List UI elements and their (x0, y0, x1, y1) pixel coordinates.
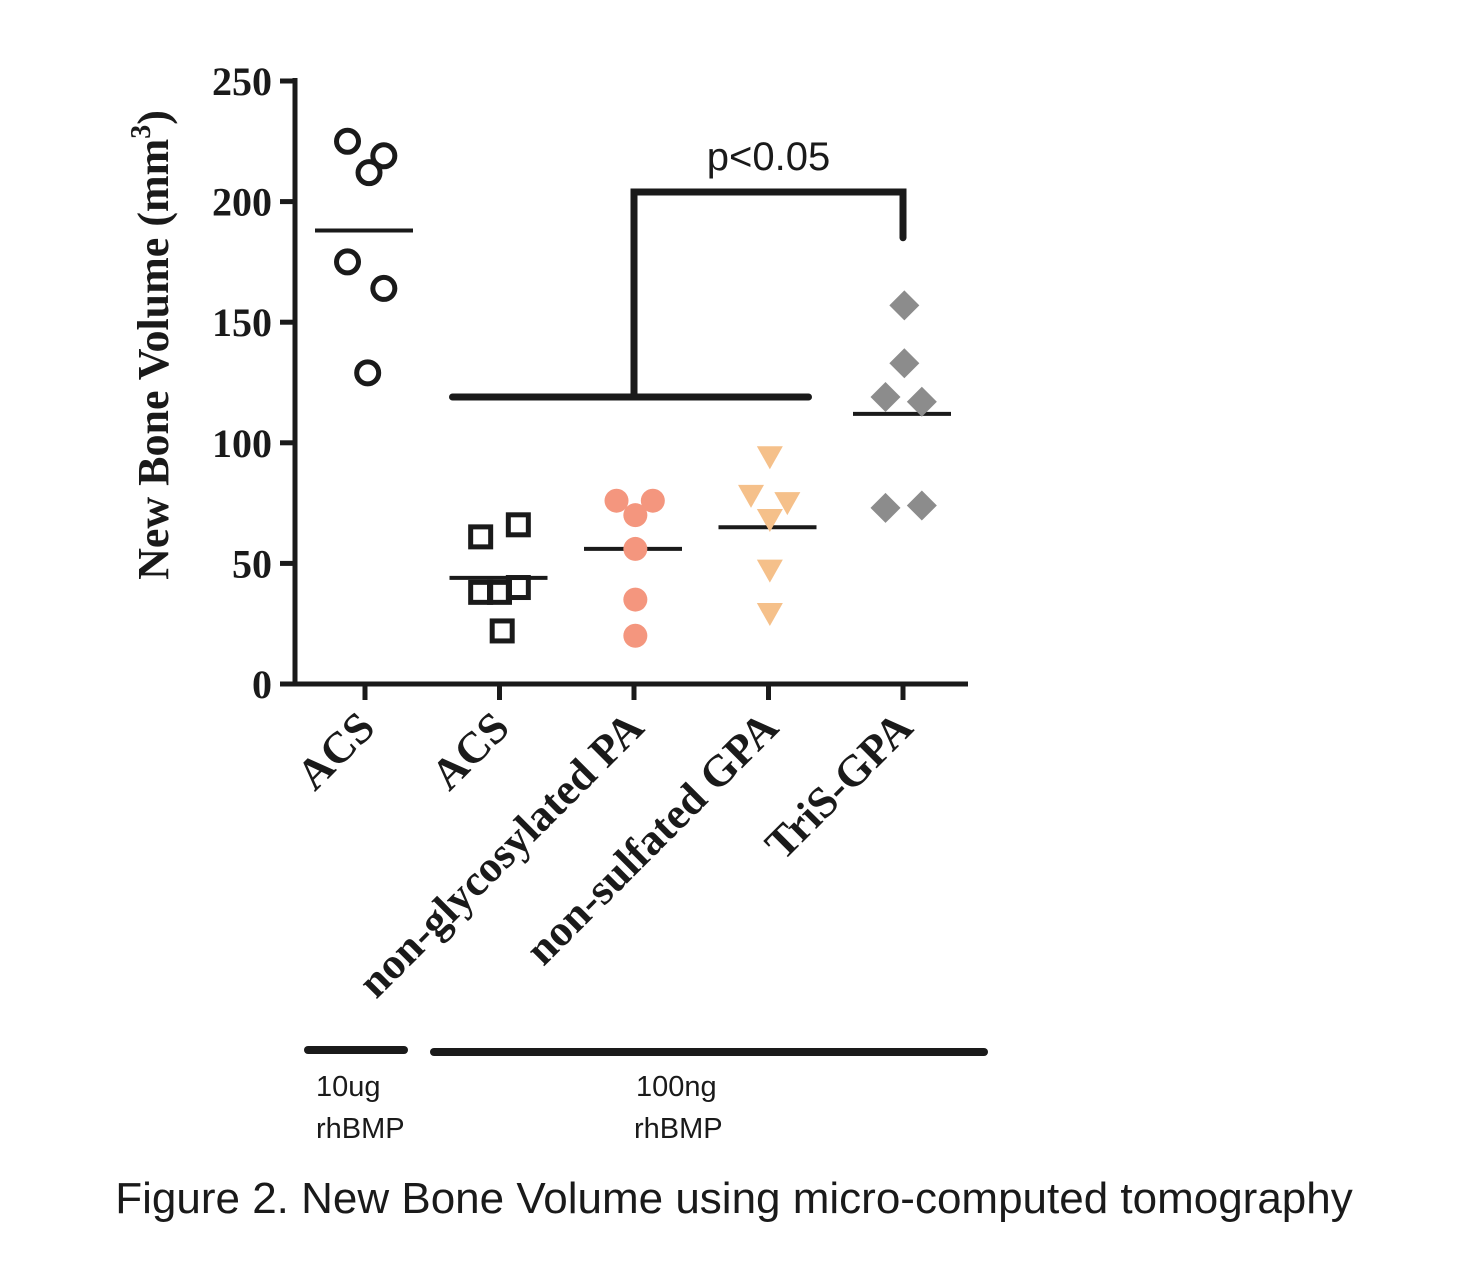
y-axis-label-close: ) (129, 110, 178, 125)
data-point-open-circle (370, 274, 398, 302)
data-point-filled-circle (623, 623, 648, 648)
data-point-triangle (756, 603, 783, 627)
data-point-triangle (756, 508, 783, 532)
y-tick-label: 150 (212, 300, 272, 345)
data-point-diamond (870, 381, 901, 412)
y-axis-label: New Bone Volume (mm3) (126, 110, 178, 580)
data-point-diamond (889, 290, 920, 321)
y-axis-label-sup: 3 (126, 125, 157, 139)
data-point-diamond (906, 490, 937, 521)
data-point-filled-circle (623, 503, 648, 528)
figure-caption: Figure 2. New Bone Volume using micro-co… (115, 1174, 1353, 1223)
y-ticks: 0 50 100 150 200 250 (212, 59, 295, 707)
data-point-triangle (756, 446, 783, 470)
data-point-open-square (505, 575, 531, 601)
data-point-filled-circle (640, 488, 665, 513)
dose-label-100ng-line2: rhBMP (634, 1113, 723, 1145)
data-point-open-square (489, 618, 515, 644)
data-point-open-circle (334, 248, 362, 276)
data-point-open-circle (334, 127, 362, 155)
bracket-line (630, 188, 907, 401)
data-point-diamond (906, 386, 937, 417)
data-point-open-circle (370, 142, 398, 170)
data-point-filled-circle (623, 536, 648, 561)
data-point-diamond (889, 348, 920, 379)
dose-label-100ng-line1: 100ng (636, 1071, 717, 1103)
data-point-diamond (870, 492, 901, 523)
data-point-filled-circle (604, 488, 629, 513)
significance-bracket: p<0.05 (449, 135, 907, 401)
data-points (334, 127, 937, 648)
data-point-open-square (505, 512, 531, 538)
data-point-triangle (774, 492, 801, 516)
dose-label-10ug-line1: 10ug (316, 1071, 381, 1103)
y-tick-label: 200 (212, 180, 272, 225)
dose-label-10ug-line2: rhBMP (316, 1113, 405, 1145)
data-point-open-circle (354, 359, 382, 387)
data-point-open-circle (355, 159, 383, 187)
y-tick-label: 50 (232, 541, 272, 586)
y-tick-label: 250 (212, 59, 272, 104)
data-point-filled-circle (623, 587, 648, 612)
data-point-triangle (738, 484, 765, 508)
data-point-open-square (468, 524, 494, 550)
p-value-label: p<0.05 (707, 135, 830, 179)
x-tick-label: non-sulfated GPA (516, 702, 788, 974)
y-tick-label: 100 (212, 421, 272, 466)
x-tick-label: ACS (422, 702, 519, 799)
data-point-triangle (756, 559, 783, 583)
x-tick-label: TriS-GPA (755, 702, 922, 869)
y-tick-label: 0 (252, 662, 272, 707)
x-tick-label: ACS (287, 702, 384, 799)
